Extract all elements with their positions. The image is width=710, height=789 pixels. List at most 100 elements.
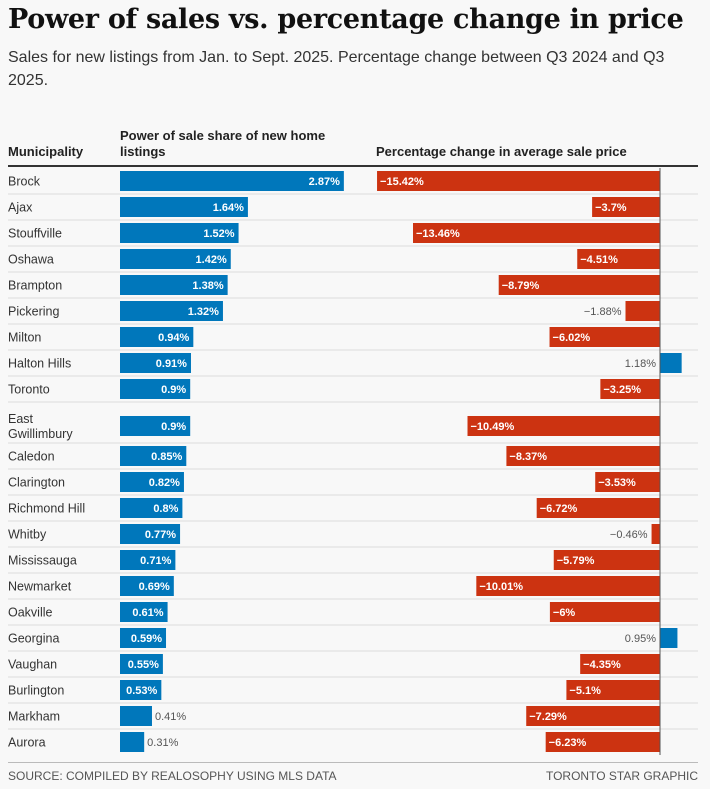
- change-label: −8.79%: [502, 280, 540, 292]
- share-label: 0.9%: [161, 384, 186, 396]
- row-label: Newmarket: [8, 580, 72, 594]
- share-label: 0.8%: [153, 503, 178, 515]
- change-bar: [651, 524, 660, 544]
- share-bar: [120, 353, 191, 373]
- change-bar: [566, 680, 660, 700]
- share-label: 0.77%: [145, 529, 176, 541]
- row-label: Oakville: [8, 606, 53, 620]
- change-bar: [549, 327, 660, 347]
- credit-note: TORONTO STAR GRAPHIC: [545, 769, 698, 783]
- share-label: 0.9%: [161, 421, 186, 433]
- share-label: 1.64%: [213, 202, 244, 214]
- change-label: −0.46%: [610, 529, 648, 541]
- row-label: Markham: [8, 710, 60, 724]
- row-label: Brampton: [8, 279, 62, 293]
- share-bar: [120, 576, 174, 596]
- change-label: −15.42%: [380, 176, 424, 188]
- change-bar: [600, 379, 660, 399]
- change-label: 1.18%: [625, 358, 656, 370]
- footer-rule: [8, 762, 698, 763]
- share-label: 2.87%: [309, 176, 340, 188]
- change-bar: [595, 472, 660, 492]
- change-label: −6.02%: [553, 332, 591, 344]
- share-bar: [120, 498, 183, 518]
- row-label: Clarington: [8, 476, 65, 490]
- share-bar: [120, 327, 194, 347]
- change-bar: [549, 602, 660, 622]
- change-label: −3.7%: [595, 202, 627, 214]
- change-bar: [577, 249, 660, 269]
- change-bar: [377, 171, 660, 191]
- share-bar: [120, 249, 231, 269]
- share-label: 0.71%: [140, 555, 171, 567]
- share-bar: [120, 524, 181, 544]
- change-bar: [506, 446, 660, 466]
- change-bar: [413, 223, 660, 243]
- share-label: 0.59%: [131, 633, 162, 645]
- row-label: Oshawa: [8, 253, 54, 267]
- share-label: 0.61%: [132, 607, 163, 619]
- row-label: Mississauga: [8, 554, 77, 568]
- change-bar: [536, 498, 660, 518]
- row-label: Aurora: [8, 736, 46, 750]
- row-label-line: Gwillimbury: [8, 427, 73, 441]
- share-bar: [120, 301, 223, 321]
- row-label: Halton Hills: [8, 357, 71, 371]
- share-bar: [120, 628, 167, 648]
- change-label: −5.1%: [569, 685, 601, 697]
- row-label: Georgina: [8, 632, 59, 646]
- change-label: −3.53%: [598, 477, 636, 489]
- change-label: 0.95%: [625, 633, 656, 645]
- share-bar: [120, 706, 152, 726]
- change-bar: [498, 275, 660, 295]
- share-label: 1.38%: [192, 280, 223, 292]
- change-bar: [476, 576, 660, 596]
- change-bar: [660, 628, 678, 648]
- change-bar: [660, 353, 682, 373]
- row-label: Stouffville: [8, 227, 62, 241]
- column-header-share: Power of sale share of new home listings: [120, 128, 326, 159]
- share-label: 0.69%: [139, 581, 170, 593]
- share-label: 1.42%: [196, 254, 227, 266]
- share-label: 0.41%: [155, 711, 186, 723]
- row-label: Whitby: [8, 528, 47, 542]
- share-bar: [120, 197, 248, 217]
- row-label: Richmond Hill: [8, 502, 85, 516]
- share-label: 1.32%: [188, 306, 219, 318]
- change-label: −5.79%: [557, 555, 595, 567]
- share-bar: [120, 654, 163, 674]
- share-label: 0.31%: [147, 737, 178, 749]
- share-label: 0.94%: [158, 332, 189, 344]
- row-label-line: East: [8, 412, 34, 426]
- change-bar: [592, 197, 660, 217]
- source-note: SOURCE: COMPILED BY REALOSOPHY USING MLS…: [8, 769, 337, 783]
- change-bar: [553, 550, 660, 570]
- share-bar: [120, 602, 168, 622]
- share-bar: [120, 171, 344, 191]
- change-label: −8.37%: [509, 451, 547, 463]
- row-label: Toronto: [8, 383, 50, 397]
- change-bar: [545, 732, 660, 752]
- share-bar: [120, 223, 239, 243]
- column-header-municipality: Municipality: [8, 144, 84, 159]
- change-label: −4.51%: [580, 254, 618, 266]
- change-label: −6.23%: [549, 737, 587, 749]
- change-label: −4.35%: [583, 659, 621, 671]
- share-bar: [120, 379, 191, 399]
- share-label: 0.85%: [151, 451, 182, 463]
- change-label: −6.72%: [540, 503, 578, 515]
- row-label: Ajax: [8, 201, 33, 215]
- change-bar: [467, 416, 660, 436]
- share-bar: [120, 472, 184, 492]
- share-label: 0.82%: [149, 477, 180, 489]
- share-label: 1.52%: [203, 228, 234, 240]
- share-label: 0.91%: [156, 358, 187, 370]
- share-bar: [120, 550, 176, 570]
- share-bar: [120, 416, 191, 436]
- row-label: Brock: [8, 175, 41, 189]
- change-label: −1.88%: [584, 306, 622, 318]
- change-bar: [580, 654, 660, 674]
- change-label: −3.25%: [603, 384, 641, 396]
